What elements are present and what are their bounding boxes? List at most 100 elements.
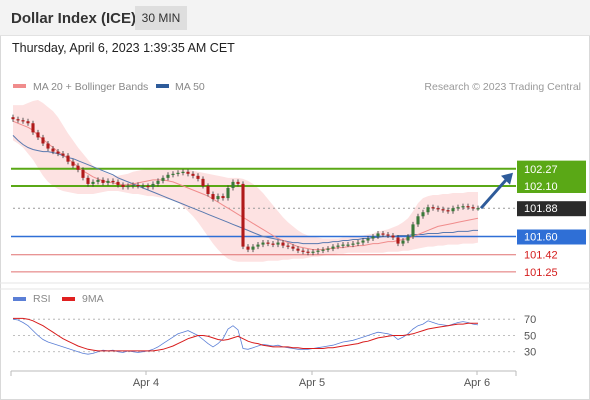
candle-body	[71, 161, 75, 166]
candle-body	[341, 244, 345, 246]
candle-body	[326, 248, 330, 250]
candle-body	[271, 243, 275, 245]
ma50-line	[12, 135, 478, 245]
candle-body	[156, 180, 160, 184]
candle-body	[421, 212, 425, 217]
candle-body	[316, 250, 320, 252]
last-price-label: 101.88	[524, 203, 558, 215]
candle-body	[396, 237, 400, 244]
candle-body	[296, 248, 300, 251]
candle-body	[306, 251, 310, 253]
legend-swatch-ma20	[13, 84, 26, 88]
x-tick-label: Apr 6	[464, 377, 490, 389]
candle-body	[141, 185, 145, 188]
pivot-level-label: 101.60	[524, 232, 558, 244]
rsi-tick-label: 30	[524, 347, 536, 359]
candle-body	[21, 120, 25, 122]
candle-body	[406, 236, 410, 241]
candle-body	[331, 246, 335, 249]
candle-body	[56, 151, 60, 154]
candle-body	[36, 132, 40, 138]
rsi-ma-line	[13, 317, 478, 352]
candle-body	[266, 242, 270, 244]
candle-body	[41, 137, 45, 144]
candle-body	[391, 235, 395, 238]
legend-label-ma20: MA 20 + Bollinger Bands	[33, 81, 148, 93]
candle-body	[476, 208, 480, 210]
candle-body	[281, 242, 285, 246]
support-level-label: 101.42	[524, 250, 558, 262]
candle-body	[356, 242, 360, 244]
rsi9ma-legend-label: 9MA	[82, 293, 104, 305]
resistance-level-label: 102.10	[524, 181, 558, 193]
candle-body	[171, 173, 175, 176]
rsi-tick-label: 50	[524, 330, 536, 342]
candle-body	[351, 243, 355, 245]
candle-body	[196, 175, 200, 179]
candle-body	[311, 251, 315, 253]
candle-body	[301, 250, 305, 252]
candle-body	[181, 171, 185, 173]
candle-body	[106, 180, 110, 183]
candle-body	[131, 184, 135, 187]
pivot-level-tag	[517, 229, 586, 245]
candle-body	[401, 240, 405, 244]
candle-body	[436, 208, 440, 210]
support-level-label: 101.25	[524, 267, 558, 279]
interval-button[interactable]: 30 MIN	[135, 6, 187, 30]
candle-body	[16, 119, 20, 121]
candle-body	[426, 207, 430, 213]
x-tick-label: Apr 4	[133, 377, 159, 389]
candle-body	[431, 207, 435, 209]
candle-body	[241, 183, 245, 247]
candle-body	[466, 206, 470, 208]
candle-body	[231, 181, 235, 188]
candle-body	[461, 206, 465, 208]
candle-body	[86, 177, 90, 184]
last-price-tag	[517, 201, 586, 217]
resistance-level-label: 102.27	[524, 164, 558, 176]
candle-body	[121, 184, 125, 187]
candle-body	[381, 233, 385, 235]
candle-body	[471, 207, 475, 209]
rsi-legend-label: RSI	[33, 293, 51, 305]
candle-body	[96, 179, 100, 182]
candle-body	[216, 196, 220, 200]
resistance-zone-tag	[517, 160, 586, 193]
candle-body	[411, 224, 415, 237]
candle-body	[206, 185, 210, 195]
candle-body	[11, 117, 15, 120]
candle-body	[451, 208, 455, 212]
candle-body	[146, 185, 150, 188]
candle-body	[166, 174, 170, 178]
research-credit: Research © 2023 Trading Central	[424, 81, 581, 93]
candle-body	[236, 181, 240, 184]
candle-body	[191, 173, 195, 176]
instrument-title: Dollar Index (ICE)	[11, 10, 137, 27]
candle-body	[176, 172, 180, 174]
x-tick-label: Apr 5	[299, 377, 325, 389]
candle-body	[376, 233, 380, 237]
candle-body	[26, 121, 30, 124]
forecast-arrow	[479, 176, 510, 210]
rsi-legend-swatch	[13, 297, 26, 301]
candle-body	[221, 196, 225, 199]
candle-body	[161, 177, 165, 181]
candle-body	[371, 236, 375, 239]
candle-body	[111, 180, 115, 183]
timestamp: Thursday, April 6, 2023 1:39:35 AM CET	[12, 41, 235, 55]
forecast-arrowhead	[501, 172, 513, 185]
candle-body	[226, 187, 230, 199]
candle-body	[346, 244, 350, 246]
candle-body	[276, 242, 280, 245]
candle-body	[186, 171, 190, 174]
candle-body	[116, 181, 120, 185]
candle-body	[101, 179, 105, 183]
candle-body	[251, 246, 255, 250]
candle-body	[386, 234, 390, 236]
candle-body	[51, 148, 55, 152]
candle-body	[456, 207, 460, 209]
rsi-tick-label: 70	[524, 314, 536, 326]
candle-body	[286, 245, 290, 247]
